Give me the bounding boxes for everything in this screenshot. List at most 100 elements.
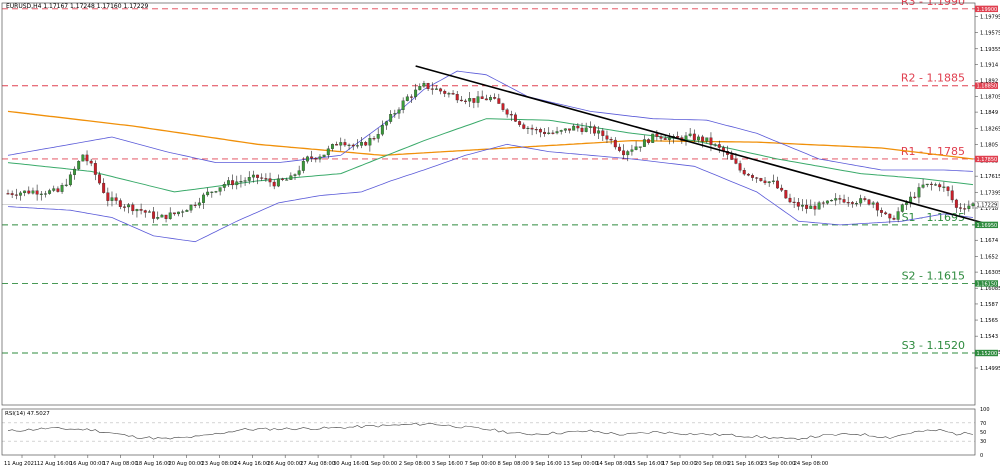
candle-body [172, 212, 176, 215]
price-tick-label: 1.18705 [980, 94, 1000, 100]
candle-body [222, 184, 226, 188]
candle-body [784, 190, 788, 199]
level-price-tag [975, 349, 998, 357]
candle-body [493, 97, 497, 99]
candle-body [938, 184, 942, 188]
price-tick-label: 1.1805 [980, 142, 998, 148]
main-price-panel: R3 - 1.1990 R2 - 1.1885 R1 - 1.1785 S1 - 1.… [2, 0, 986, 354]
candle-body [235, 181, 239, 186]
time-tick-label: 23 Sep 00:00 [761, 461, 796, 467]
candle-body [717, 144, 721, 148]
candle-body [642, 139, 646, 147]
level-price-tag-text: 1.17850 [977, 157, 998, 163]
candle-body [884, 212, 888, 215]
candle-body [904, 202, 908, 205]
candle-body [276, 178, 280, 187]
level-label: S1 - 1.1695 [902, 211, 965, 224]
candle-body [501, 103, 505, 110]
candle-body [813, 205, 817, 210]
candle-body [667, 137, 671, 140]
candle-body [746, 173, 750, 176]
candle-body [439, 88, 443, 92]
price-tick-label: 1.1565 [980, 318, 998, 324]
candle-body [114, 197, 118, 201]
candle-body [6, 193, 10, 195]
time-tick-label: 14 Sep 08:00 [596, 461, 631, 467]
candle-body [805, 204, 809, 209]
candle-body [23, 190, 27, 194]
candle-body [343, 142, 347, 146]
candle-body [385, 121, 388, 126]
candle-body [426, 83, 430, 89]
candle-body [551, 132, 555, 134]
time-tick-label: 24 Aug 16:00 [234, 461, 269, 467]
time-tick-label: 8 Sep 08:00 [498, 461, 529, 467]
candle-body [563, 128, 567, 131]
candle-body [734, 159, 738, 164]
candle-body [713, 144, 717, 146]
candle-body [110, 197, 114, 201]
time-tick-label: 7 Sep 00:00 [465, 461, 496, 467]
candle-body [202, 194, 205, 203]
candle-body [214, 191, 218, 193]
candle-body [676, 136, 680, 138]
candle-body [147, 211, 151, 213]
candle-body [189, 204, 193, 211]
time-tick-label: 17 Aug 08:00 [103, 461, 138, 467]
candle-body [210, 191, 214, 193]
time-tick-label: 11 Aug 2021 [4, 461, 37, 467]
candle-body [738, 163, 742, 171]
candle-body [135, 209, 139, 212]
candle-body [160, 214, 164, 218]
candle-body [301, 161, 305, 171]
candle-body [817, 202, 821, 210]
candle-body [118, 200, 122, 207]
candle-body [871, 202, 875, 205]
candle-body [89, 160, 93, 164]
candle-body [43, 193, 47, 195]
candle-body [131, 204, 135, 212]
candle-body [322, 154, 326, 157]
candle-body [360, 142, 364, 146]
candle-body [326, 148, 330, 156]
candle-body [701, 136, 705, 142]
candle-body [946, 186, 950, 191]
candle-body [476, 96, 480, 103]
time-tick-label: 1 Sep 00:00 [366, 461, 397, 467]
candle-body [838, 198, 842, 200]
candle-body [451, 93, 455, 95]
candle-body [489, 97, 492, 101]
current-price-tag-text: 1.17229 [977, 202, 998, 208]
candle-body [447, 93, 451, 95]
rsi-tick-label: 50 [980, 430, 986, 436]
candle-body [389, 114, 393, 122]
candle-body [73, 168, 77, 175]
candle-body [310, 156, 314, 159]
candle-body [954, 199, 958, 208]
moving-average-mid-line [7, 118, 974, 193]
candle-body [39, 193, 43, 195]
candle-body [251, 174, 255, 178]
candle-body [10, 193, 14, 195]
candle-body [821, 202, 825, 204]
rsi-info: RSI(14) 47.5027 [5, 411, 50, 417]
candle-body [102, 182, 106, 193]
candle-body [925, 183, 929, 186]
candle-body [538, 129, 542, 133]
candle-body [414, 89, 418, 98]
candle-body [31, 190, 35, 194]
time-tick-label: 15 Sep 16:00 [629, 461, 664, 467]
candle-body [568, 128, 571, 131]
candle-body [788, 197, 792, 203]
candle-body [651, 133, 655, 143]
bollinger-lower-band [7, 143, 974, 243]
time-tick-label: 12 Aug 16:00 [37, 461, 72, 467]
candle-body [197, 202, 201, 206]
candle-body [376, 134, 380, 139]
candle-body [181, 211, 185, 213]
candle-body [801, 204, 804, 207]
candle-body [588, 126, 592, 128]
